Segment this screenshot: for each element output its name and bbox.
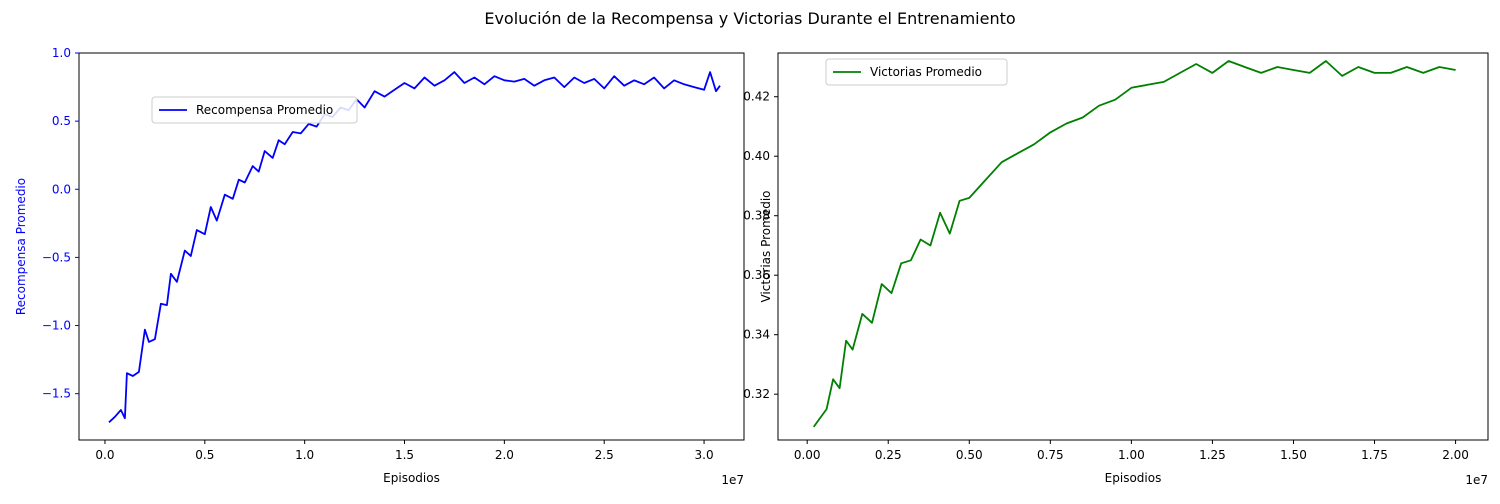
x-tick-label: 2.00 <box>1442 448 1469 462</box>
x-tick-label: 1.0 <box>295 448 314 462</box>
plot-frame <box>777 52 1489 441</box>
y-tick-label: 0.32 <box>743 387 770 401</box>
y-axis-label: Recompensa Promedio <box>14 178 28 315</box>
x-tick-label: 1.75 <box>1361 448 1388 462</box>
x-tick-label: 3.0 <box>695 448 714 462</box>
x-tick-label: 1.25 <box>1199 448 1226 462</box>
y-tick-label: 0.38 <box>743 209 770 223</box>
chart-panel-1: 0.0 0.5 1.0 1.5 2.0 2.5 3.0 −1.5 −1.0 −0.5 0.0 0.5 1… <box>14 46 745 487</box>
plot-frame <box>78 52 745 441</box>
x-tick-label: 0.75 <box>1037 448 1064 462</box>
legend-label: Recompensa Promedio <box>196 103 333 117</box>
x-offset-label: 1e7 <box>1465 473 1488 487</box>
y-tick-label: 0.42 <box>743 90 770 104</box>
x-tick-label: 0.0 <box>95 448 114 462</box>
legend-box <box>151 96 358 124</box>
x-tick-label: 1.00 <box>1118 448 1145 462</box>
y-tick-label: −1.5 <box>42 387 71 401</box>
x-tick-label: 1.5 <box>395 448 414 462</box>
y-tick-label: 0.34 <box>743 328 770 342</box>
x-tick-label: 0.5 <box>195 448 214 462</box>
x-tick-label: 2.0 <box>495 448 514 462</box>
y-tick-label: 1.0 <box>52 46 71 60</box>
y-tick-label: 0.0 <box>52 182 71 196</box>
series-line-1 <box>812 60 1456 428</box>
x-tick-label: 0.50 <box>956 448 983 462</box>
x-tick-label: 0.25 <box>875 448 902 462</box>
y-tick-label: −0.5 <box>42 250 71 264</box>
x-axis-label: Episodios <box>383 471 440 485</box>
x-axis-label: Episodios <box>1105 471 1162 485</box>
legend: Victorias Promedio <box>825 58 1008 86</box>
x-tick-label: 0.00 <box>794 448 821 462</box>
y-tick-label: −1.0 <box>42 319 71 333</box>
legend-label: Victorias Promedio <box>870 65 982 79</box>
series-line-1 <box>108 71 721 423</box>
y-axis-label: Victorias Promedio <box>759 190 773 302</box>
figure-suptitle: Evolución de la Recompensa y Victorias D… <box>484 9 1015 28</box>
x-tick-label: 2.5 <box>595 448 614 462</box>
legend: Recompensa Promedio <box>151 96 358 124</box>
y-tick-label: 0.5 <box>52 114 71 128</box>
y-tick-label: 0.40 <box>743 149 770 163</box>
x-offset-label: 1e7 <box>721 473 744 487</box>
chart-panel-2: 0.00 0.25 0.50 0.75 1.00 1.25 1.50 1.75 2.00 0.32… <box>743 52 1489 487</box>
y-tick-label: 0.36 <box>743 268 770 282</box>
legend-box <box>825 58 1008 86</box>
x-tick-label: 1.50 <box>1280 448 1307 462</box>
